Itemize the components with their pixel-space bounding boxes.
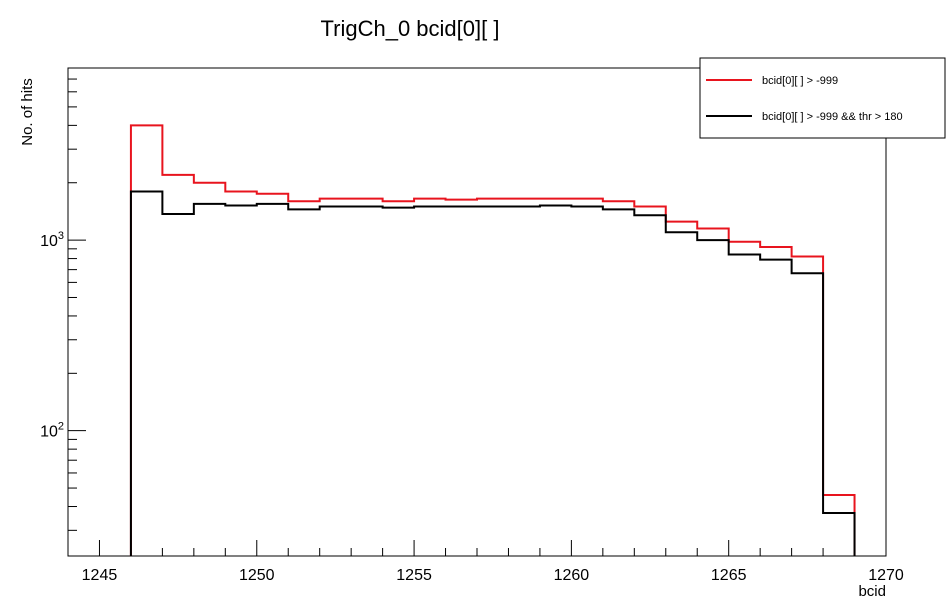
x-tick-label: 1270 (868, 567, 904, 584)
x-tick-label: 1245 (82, 567, 118, 584)
legend-label-series-0: bcid[0][ ] > -999 (762, 75, 838, 87)
ticks-layer: 1245 1250 1255 1260 1265 1270 102 103 (40, 67, 904, 584)
x-tick-label: 1260 (554, 567, 590, 584)
series-layer (129, 124, 856, 556)
x-axis-label: bcid (858, 583, 886, 599)
chart-title: TrigCh_0 bcid[0][ ] (321, 16, 500, 41)
y-tick-label: 102 (40, 421, 64, 441)
series-1-histogram (129, 190, 856, 556)
plot-frame (67, 67, 887, 557)
series-0-histogram (129, 124, 856, 556)
x-tick-label: 1265 (711, 567, 747, 584)
x-tick-label: 1250 (239, 567, 275, 584)
y-tick-label: 103 (40, 230, 64, 250)
legend-box (699, 57, 946, 139)
y-axis-label: No. of hits (19, 78, 36, 146)
legend: bcid[0][ ] > -999 bcid[0][ ] > -999 && t… (699, 57, 946, 139)
x-tick-label: 1255 (396, 567, 432, 584)
legend-label-series-1: bcid[0][ ] > -999 && thr > 180 (762, 111, 903, 123)
